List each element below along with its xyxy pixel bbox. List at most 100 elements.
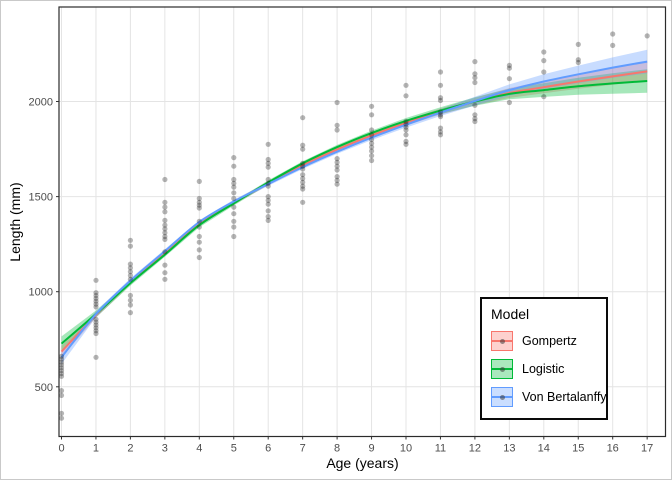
data-point [127, 302, 133, 308]
scatter-points [58, 31, 650, 421]
y-tick-label: 1000 [29, 287, 53, 299]
y-tick-label: 500 [35, 382, 53, 394]
logistic-key-swatch [491, 359, 513, 379]
curve-logistic [60, 80, 648, 345]
data-point [265, 141, 271, 147]
data-point [162, 226, 168, 232]
x-tick-label: 4 [196, 443, 202, 455]
legend-item-logistic: Logistic [491, 355, 597, 383]
data-point [162, 230, 168, 236]
axes: 0 1 2 3 4 5 6 7 8 9 10 11 12 13 14 15 16 1750010001500200… [29, 97, 654, 455]
data-point [162, 217, 168, 223]
data-point [403, 93, 409, 99]
gompertz-key-swatch [491, 331, 513, 351]
x-tick-label: 2 [127, 443, 133, 455]
data-point [403, 82, 409, 88]
legend-item-von-bertalanffy: Von Bertalanffy [491, 383, 607, 411]
data-point [506, 65, 512, 71]
data-point [575, 41, 581, 48]
data-point [437, 112, 444, 118]
data-point [127, 269, 133, 275]
gompertz-key-dot [499, 338, 505, 344]
data-point [231, 204, 237, 210]
data-point [300, 179, 306, 185]
data-point [196, 178, 202, 184]
data-point [403, 141, 409, 147]
data-point [127, 276, 133, 282]
data-point [93, 290, 99, 296]
x-tick-label: 12 [469, 443, 481, 455]
data-point [93, 292, 99, 299]
x-axis-title: Age (years) [326, 455, 399, 471]
data-point [231, 218, 237, 224]
data-point [334, 167, 340, 173]
data-point [472, 116, 478, 122]
data-point [231, 163, 237, 169]
data-point [575, 57, 581, 63]
data-point [58, 388, 65, 394]
data-point [506, 76, 512, 82]
data-point [162, 176, 168, 183]
y-tick-label: 2000 [29, 97, 53, 109]
data-point [403, 132, 409, 138]
data-point [162, 204, 168, 210]
data-point [58, 410, 65, 416]
data-point [437, 95, 444, 101]
data-point [93, 295, 99, 301]
data-point [437, 125, 444, 131]
panel-border [58, 6, 667, 438]
data-point [162, 222, 168, 228]
data-point [541, 58, 547, 64]
data-point [506, 62, 512, 68]
x-tick-label: 14 [538, 443, 550, 455]
data-point [369, 136, 375, 143]
data-point [162, 236, 168, 242]
data-point [265, 197, 271, 203]
y-axis-title: Length (mm) [7, 182, 23, 262]
von-bertalanffy-key-dot [499, 394, 505, 400]
data-point [93, 316, 99, 322]
curve-gompertz [60, 70, 648, 353]
data-point [58, 392, 65, 398]
data-point [472, 75, 478, 81]
data-point [300, 166, 306, 172]
curve-von-bertalanffy [60, 60, 648, 358]
data-point [334, 156, 340, 162]
logistic-key-dot [499, 366, 505, 372]
data-point [265, 160, 271, 166]
data-point [231, 184, 237, 190]
data-point [334, 174, 340, 180]
legend-item-gompertz: Gompertz [491, 327, 597, 355]
data-point [541, 69, 547, 75]
confidence-ribbons [61, 49, 648, 365]
data-point [403, 121, 409, 127]
data-point [369, 144, 375, 150]
x-tick-label: 13 [503, 443, 515, 455]
data-point [127, 310, 133, 316]
data-point [403, 127, 409, 133]
data-point [127, 292, 133, 299]
data-point [437, 114, 444, 120]
x-tick-label: 10 [400, 443, 412, 455]
data-point [162, 249, 168, 255]
data-point [300, 160, 306, 166]
von-bertalanffy-key-swatch [491, 387, 513, 407]
data-point [162, 199, 168, 205]
data-point [334, 99, 340, 106]
data-point [93, 354, 99, 360]
data-point [541, 49, 547, 55]
data-point [196, 247, 202, 253]
data-point [437, 69, 444, 75]
legend-label-gompertz: Gompertz [522, 334, 577, 348]
x-tick-label: 16 [607, 443, 619, 455]
data-point [334, 122, 340, 128]
data-point [265, 183, 271, 189]
data-point [437, 97, 444, 104]
data-point [93, 277, 99, 283]
data-point [265, 201, 271, 207]
x-tick-label: 9 [368, 443, 374, 455]
data-point [58, 356, 65, 362]
data-point [437, 109, 444, 115]
data-point [575, 59, 581, 66]
